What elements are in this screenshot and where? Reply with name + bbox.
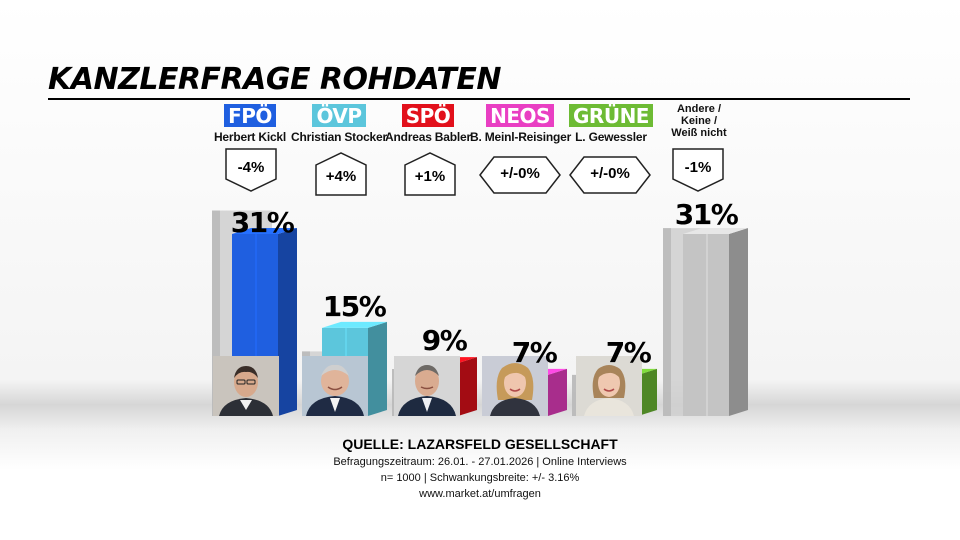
- source-line-url: www.market.at/umfragen: [419, 488, 541, 500]
- other-label-line: Andere /: [676, 103, 721, 115]
- title-rule: [48, 98, 910, 100]
- bar-side-other: [729, 228, 748, 416]
- previous-bar-edge-other: [663, 228, 671, 416]
- party-header-fpo: FPÖ Herbert Kickl: [200, 104, 300, 144]
- source-line-sample: n= 1000 | Schwankungsbreite: +/- 3.16%: [380, 472, 580, 484]
- double-arrow-icon: [569, 156, 651, 194]
- bar-highlight-fpo: [255, 234, 257, 416]
- bar-highlight-other: [706, 234, 708, 416]
- other-label-line: Keine /: [680, 115, 718, 127]
- bar-side-fpo: [278, 228, 297, 416]
- party-header-gruene: GRÜNE L. Gewessler: [561, 104, 661, 144]
- source-line-period: Befragungszeitraum: 26.01. - 27.01.2026 …: [333, 456, 627, 468]
- source-title: QUELLE: LAZARSFELD GESELLSCHAFT: [342, 436, 618, 452]
- bar-top-other: [683, 228, 748, 234]
- value-label-ovp: 15%: [322, 290, 387, 323]
- value-label-other: 31%: [674, 198, 739, 231]
- change-indicator-fpo: -4%: [216, 148, 286, 192]
- party-badge-neos: NEOS: [486, 104, 554, 127]
- bar-side-neos: [548, 368, 567, 416]
- arrow-up-icon: [315, 152, 367, 196]
- bar-side-ovp: [368, 321, 387, 416]
- party-header-spo: SPÖ Andreas Babler: [378, 104, 478, 144]
- party-badge-gruene: GRÜNE: [569, 104, 653, 127]
- bar-side-gruene: [638, 368, 657, 416]
- bar-side-spo: [458, 357, 477, 416]
- chart-title: KANZLERFRAGE ROHDATEN: [48, 62, 501, 97]
- change-value-other: -1%: [684, 159, 712, 176]
- arrow-down-icon: [672, 148, 724, 192]
- change-indicator-neos: +/-0%: [478, 155, 562, 199]
- candidate-photo-meinl-reisinger: [482, 356, 548, 416]
- change-value-ovp: +4%: [325, 168, 357, 185]
- arrow-up-icon: [404, 152, 456, 196]
- value-label-neos: 7%: [511, 336, 558, 369]
- change-value-gruene: +/-0%: [590, 165, 630, 182]
- change-value-spo: +1%: [414, 168, 446, 185]
- candidate-name-gruene: L. Gewessler: [575, 130, 647, 144]
- bar-top-fpo: [232, 228, 297, 234]
- candidate-photo-kickl: [213, 356, 279, 416]
- value-label-fpo: 31%: [230, 206, 295, 239]
- change-indicator-spo: +1%: [395, 152, 465, 196]
- value-label-spo: 9%: [421, 324, 468, 357]
- candidate-name-fpo: Herbert Kickl: [213, 130, 287, 144]
- previous-bar-edge-fpo: [212, 210, 220, 416]
- change-indicator-gruene: +/-0%: [568, 155, 652, 199]
- value-label-gruene: 7%: [605, 336, 652, 369]
- bar-top-ovp: [322, 321, 387, 328]
- source-block: QUELLE: LAZARSFELD GESELLSCHAFT Befragun…: [0, 436, 960, 502]
- party-badge-fpo: FPÖ: [224, 104, 276, 127]
- candidate-photo-babler: [394, 356, 460, 416]
- party-header-neos: NEOS B. Meinl-Reisinger: [470, 104, 572, 144]
- party-badge-spo: SPÖ: [401, 104, 455, 127]
- candidate-name-ovp: Christian Stocker: [291, 130, 387, 144]
- arrow-down-icon: [225, 148, 277, 192]
- candidate-name-neos: B. Meinl-Reisinger: [470, 130, 572, 144]
- change-value-fpo: -4%: [237, 159, 265, 176]
- candidate-name-spo: Andreas Babler: [385, 130, 471, 144]
- double-arrow-icon: [479, 156, 561, 194]
- party-header-ovp: ÖVP Christian Stocker: [289, 104, 389, 144]
- change-indicator-other: -1%: [663, 148, 733, 192]
- other-label-line: Weiß nicht: [671, 127, 727, 139]
- candidate-photo-gewessler: [576, 356, 642, 416]
- candidate-photo-stocker: [302, 356, 368, 416]
- party-badge-ovp: ÖVP: [312, 104, 366, 127]
- change-value-neos: +/-0%: [500, 165, 540, 182]
- change-indicator-ovp: +4%: [306, 152, 376, 196]
- other-header: Andere / Keine / Weiß nicht: [659, 103, 739, 139]
